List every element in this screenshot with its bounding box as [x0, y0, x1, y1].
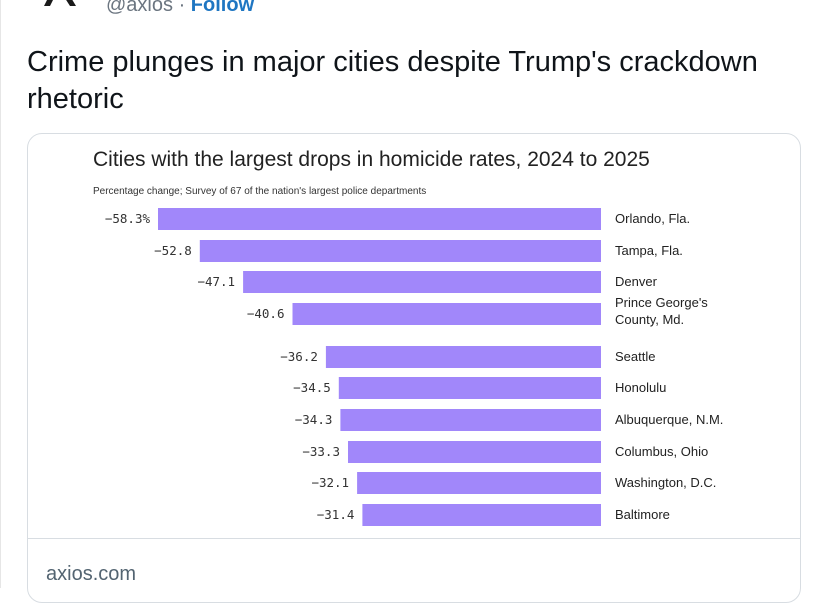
bar-4	[325, 346, 601, 368]
value-label-4: −36.2	[280, 349, 318, 364]
chart-title: Cities with the largest drops in homicid…	[93, 148, 650, 171]
tweet-author-row: @axios · Follow	[106, 0, 254, 17]
category-label-5: Honolulu	[615, 380, 666, 395]
bar-8	[357, 472, 601, 494]
tweet-text: Crime plunges in major cities despite Tr…	[27, 46, 758, 115]
category-label-3: Prince George's County, Md.	[615, 295, 708, 327]
bar-9	[362, 504, 601, 526]
value-label-8: −32.1	[311, 475, 349, 490]
card-domain[interactable]: axios.com	[46, 563, 137, 585]
category-label-1: Tampa, Fla.	[615, 243, 683, 258]
card-footer[interactable]: axios.com	[28, 538, 800, 602]
bar-3	[292, 303, 601, 325]
chart-subtitle: Percentage change; Survey of 67 of the n…	[93, 186, 427, 197]
category-label-4: Seattle	[615, 349, 655, 364]
bar-6	[340, 409, 601, 431]
link-card[interactable]: Cities with the largest drops in homicid…	[27, 133, 801, 603]
category-label-2: Denver	[615, 274, 658, 289]
bar-7	[348, 441, 601, 463]
value-label-2: −47.1	[197, 274, 235, 289]
value-label-7: −33.3	[302, 444, 340, 459]
value-label-9: −31.4	[317, 507, 355, 522]
handle-separator: ·	[178, 0, 186, 16]
author-handle[interactable]: @axios	[106, 0, 173, 16]
bar-2	[243, 271, 601, 293]
value-label-3: −40.6	[247, 306, 285, 321]
left-border	[0, 0, 1, 588]
category-label-8: Washington, D.C.	[615, 475, 716, 490]
category-label-7: Columbus, Ohio	[615, 444, 708, 459]
category-label-0: Orlando, Fla.	[615, 211, 690, 226]
value-label-0: −58.3%	[105, 211, 151, 226]
bar-1	[199, 240, 602, 262]
follow-button[interactable]: Follow	[190, 0, 255, 16]
bar-chart: −58.3% Orlando, Fla. −52.8 Tampa, Fla. −47.1…	[105, 208, 723, 526]
value-label-5: −34.5	[293, 380, 331, 395]
axios-logo-icon[interactable]	[40, 0, 86, 12]
value-label-6: −34.3	[295, 412, 333, 427]
category-label-9: Baltimore	[615, 507, 670, 522]
value-label-1: −52.8	[154, 243, 192, 258]
bar-0	[158, 208, 601, 230]
category-label-6: Albuquerque, N.M.	[615, 412, 723, 427]
bar-5	[338, 377, 601, 399]
